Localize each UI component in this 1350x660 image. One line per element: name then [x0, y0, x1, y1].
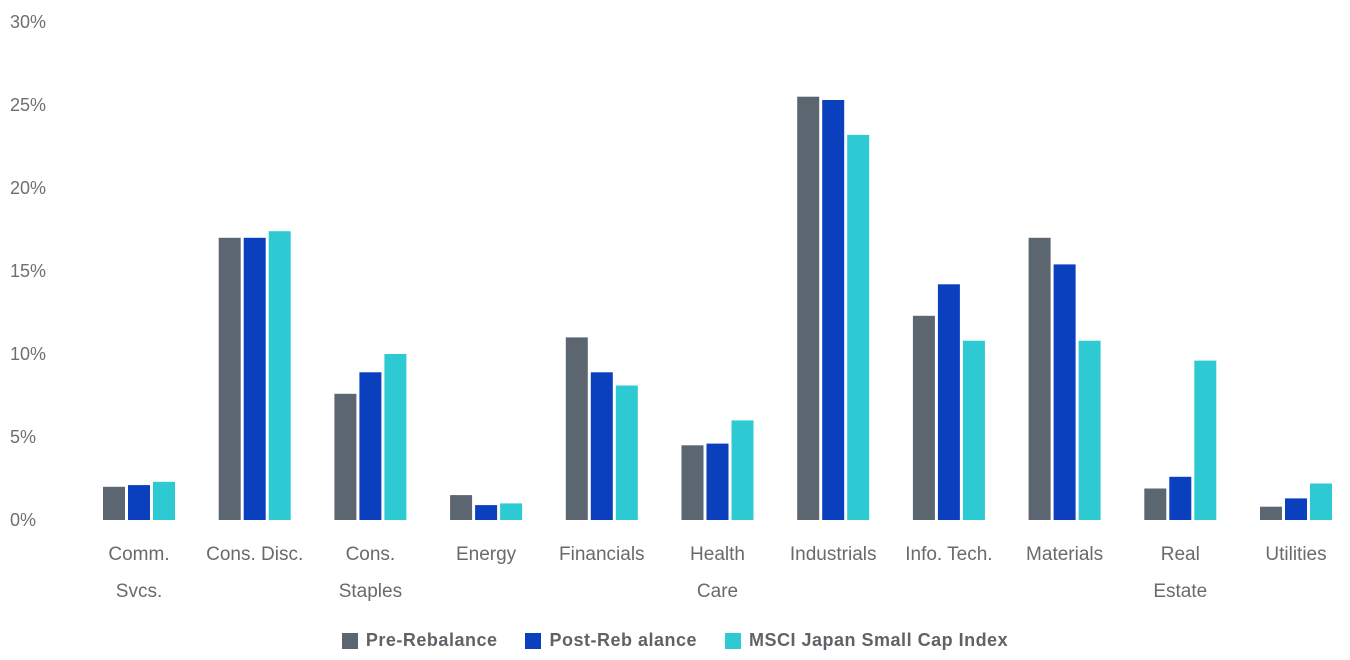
- x-axis: Comm. Svcs. Cons. Disc. Cons. Staples Energy F…: [108, 544, 1326, 602]
- legend-item-post-rebalance: Post-Reb alance: [525, 630, 697, 651]
- bars: [103, 96, 1332, 521]
- bar-2-9: [1194, 360, 1217, 520]
- legend-item-pre-rebalance: Pre-Rebalance: [341, 630, 498, 651]
- bar-0-10: [1260, 506, 1282, 520]
- bar-0-5: [681, 445, 704, 520]
- x-tick-label: Energy: [456, 544, 517, 565]
- chart: 0% 5% 10% 15% 20% 25% 30% Comm. Svcs. Cons. Disc…: [10, 12, 1332, 602]
- x-tick-label: Industrials: [790, 544, 877, 565]
- bar-1-1: [243, 237, 266, 521]
- legend-label-pre-rebalance: Pre-Rebalance: [365, 630, 498, 650]
- y-tick-label: 10%: [10, 344, 46, 364]
- legend-swatch-post-rebalance: [525, 632, 542, 649]
- x-tick-label: Financials: [559, 544, 645, 565]
- legend: Pre-Rebalance Post-Reb alance MSCI Japan…: [0, 630, 1350, 651]
- x-tick-label: Staples: [339, 581, 402, 602]
- y-tick-label: 25%: [10, 95, 46, 115]
- y-tick-label: 30%: [10, 12, 46, 32]
- bar-2-3: [500, 503, 523, 520]
- bar-2-4: [615, 385, 638, 520]
- y-tick-label: 15%: [10, 261, 46, 281]
- bar-2-0: [153, 481, 175, 520]
- bar-0-9: [1144, 488, 1167, 520]
- bar-2-10: [1310, 483, 1332, 520]
- bar-2-2: [384, 354, 407, 520]
- x-tick-label: Real: [1161, 544, 1200, 565]
- x-tick-label: Materials: [1026, 544, 1103, 565]
- y-tick-label: 5%: [10, 427, 36, 447]
- bar-0-1: [218, 237, 241, 521]
- x-tick-label: Cons.: [346, 544, 396, 565]
- x-tick-label: Cons. Disc.: [206, 544, 303, 565]
- legend-swatch-msci-index: [725, 632, 742, 649]
- bar-1-2: [359, 372, 382, 520]
- bar-0-6: [797, 96, 820, 520]
- legend-item-msci-index: MSCI Japan Small Cap Index: [725, 630, 1008, 651]
- y-tick-label: 0%: [10, 510, 36, 530]
- bar-0-3: [450, 495, 473, 520]
- x-tick-label: Svcs.: [116, 581, 162, 602]
- y-axis: 0% 5% 10% 15% 20% 25% 30%: [10, 12, 46, 530]
- bar-1-5: [706, 443, 729, 520]
- bar-2-1: [268, 231, 291, 520]
- x-tick-label: Comm.: [108, 544, 169, 565]
- x-tick-label: Estate: [1153, 581, 1207, 602]
- y-tick-label: 20%: [10, 178, 46, 198]
- bar-1-3: [475, 505, 498, 520]
- legend-swatch-pre-rebalance: [341, 632, 358, 649]
- bar-0-7: [912, 315, 935, 520]
- bar-0-8: [1028, 237, 1051, 521]
- bar-1-9: [1169, 476, 1192, 520]
- bar-2-6: [847, 134, 870, 520]
- bar-0-0: [103, 486, 125, 520]
- x-tick-label: Info. Tech.: [905, 544, 992, 565]
- bar-0-2: [334, 393, 357, 520]
- bar-1-8: [1053, 264, 1076, 520]
- bar-1-10: [1285, 498, 1307, 520]
- bar-1-0: [128, 485, 150, 520]
- bar-2-8: [1078, 340, 1101, 520]
- bar-0-4: [565, 337, 588, 520]
- legend-label-msci-index: MSCI Japan Small Cap Index: [749, 630, 1009, 650]
- bar-2-5: [731, 420, 754, 520]
- x-tick-label: Health: [690, 544, 745, 565]
- bar-1-6: [822, 100, 845, 520]
- bar-1-4: [590, 372, 613, 520]
- x-tick-label: Utilities: [1265, 544, 1326, 565]
- legend-label-post-rebalance: Post-Reb alance: [549, 630, 698, 650]
- bar-1-7: [937, 284, 960, 520]
- x-tick-label: Care: [697, 581, 738, 602]
- bar-2-7: [962, 340, 985, 520]
